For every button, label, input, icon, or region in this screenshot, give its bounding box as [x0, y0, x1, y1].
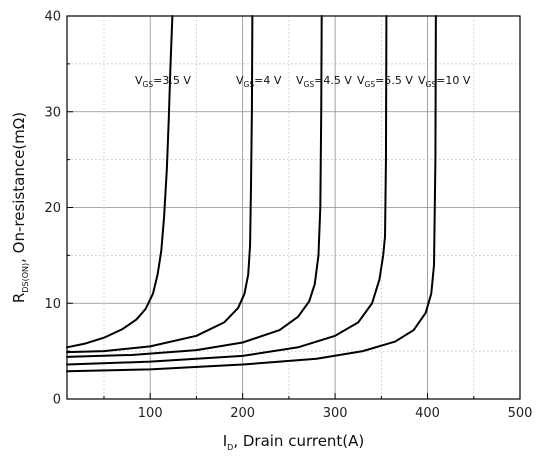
y-tick-label: 40 — [44, 10, 61, 25]
y-tick-label: 10 — [44, 297, 61, 312]
series-label-3: VGS=4.5 V — [296, 74, 352, 89]
series-label-1: VGS=3.5 V — [135, 74, 191, 89]
series-label-4: VGS=5.5 V — [357, 74, 413, 89]
y-tick-label: 20 — [44, 201, 61, 216]
series-line-3 — [66, 15, 323, 358]
x-tick-label: 400 — [415, 406, 440, 421]
curve-labels: VGS=3.5 V VGS=4 V VGS=4.5 V VGS=5.5 V VGS=10… — [135, 74, 471, 89]
x-tick-label: 300 — [323, 406, 348, 421]
series-line-5 — [66, 15, 437, 373]
series-label-5: VGS=10 V — [418, 74, 471, 89]
y-tick-label: 30 — [44, 105, 61, 120]
x-tick-label: 100 — [138, 406, 163, 421]
grid — [67, 16, 520, 399]
x-axis-label: ID, Drain current(A) — [223, 432, 365, 452]
series-line-2 — [66, 15, 254, 354]
series-line-1 — [66, 15, 174, 349]
series-line-4 — [66, 15, 388, 366]
y-tick-label: 0 — [53, 393, 61, 408]
curves — [66, 15, 437, 373]
y-axis-label: RDS(ON), On-resistance(mΩ) — [10, 112, 30, 303]
series-label-2: VGS=4 V — [236, 74, 282, 89]
x-tick-label: 500 — [508, 406, 533, 421]
ticks: 100 200 300 400 500 0 10 20 30 40 — [44, 10, 532, 422]
x-tick-label: 200 — [230, 406, 255, 421]
